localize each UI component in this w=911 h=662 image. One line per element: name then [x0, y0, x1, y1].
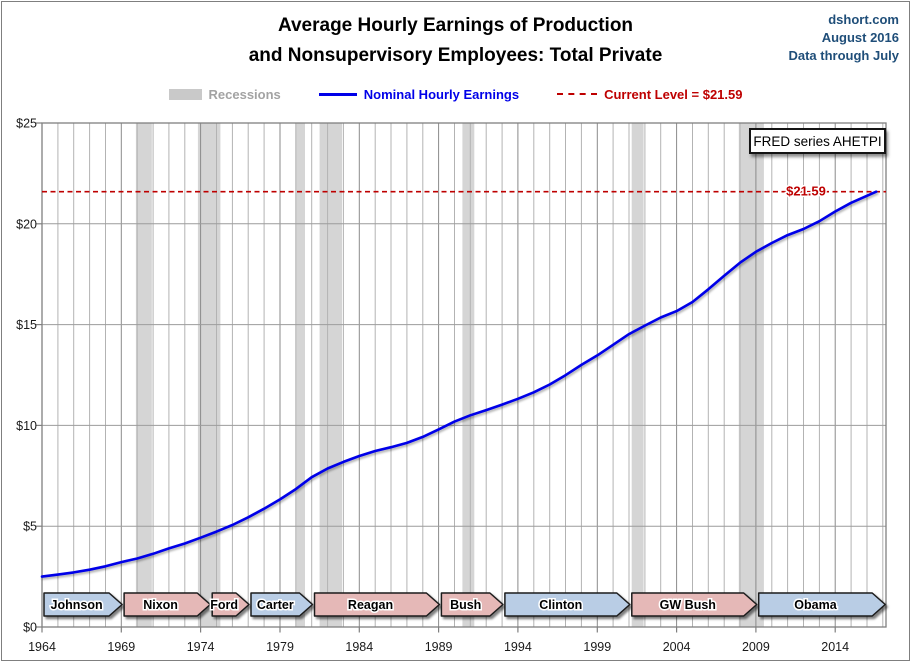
- chart-legend: Recessions Nominal Hourly Earnings Curre…: [2, 84, 909, 104]
- president-arrow: Nixon: [123, 592, 211, 617]
- president-label: Reagan: [348, 598, 393, 612]
- svg-text:2014: 2014: [821, 640, 849, 654]
- president-label: Nixon: [143, 598, 178, 612]
- recession-bar: [197, 123, 221, 627]
- svg-text:$20: $20: [16, 217, 37, 231]
- president-label: Clinton: [539, 598, 582, 612]
- recession-bar: [295, 123, 305, 627]
- svg-text:$10: $10: [16, 419, 37, 433]
- president-label: Carter: [257, 598, 294, 612]
- recession-bar: [631, 123, 644, 627]
- recession-bar: [135, 123, 152, 627]
- president-arrow: Johnson: [43, 592, 123, 617]
- recession-bars: [135, 123, 764, 627]
- legend-current-label: Current Level = $21.59: [604, 86, 743, 102]
- source-block: dshort.com August 2016 Data through July: [788, 11, 899, 65]
- legend-item-earnings: Nominal Hourly Earnings: [318, 86, 520, 102]
- source-date: August 2016: [821, 30, 899, 45]
- president-label: Obama: [794, 598, 837, 612]
- recession-swatch-icon: [168, 88, 202, 100]
- president-arrow: Carter: [250, 592, 314, 617]
- svg-text:1974: 1974: [187, 640, 215, 654]
- earnings-line: [40, 190, 878, 578]
- svg-text:1994: 1994: [504, 640, 532, 654]
- president-timeline: Johnson Nixon Ford Carter Reagan Bush Clinton G…: [43, 592, 886, 617]
- legend-item-current-level: Current Level = $21.59: [557, 87, 742, 102]
- axis-ticks: [36, 122, 836, 633]
- plot-root: $21.59 Johnson Nixon Ford Carter Reagan Bush Cl…: [16, 117, 887, 654]
- svg-text:$25: $25: [16, 117, 37, 131]
- dash-swatch-icon: [557, 93, 598, 95]
- svg-text:$5: $5: [23, 520, 37, 534]
- legend-earnings-label: Nominal Hourly Earnings: [363, 86, 520, 102]
- title-line-2: and Nonsupervisory Employees: Total Priv…: [248, 45, 663, 66]
- svg-text:$0: $0: [23, 621, 37, 635]
- recession-bar: [319, 123, 343, 627]
- title-line-1: Average Hourly Earnings of Production: [277, 15, 634, 36]
- svg-text:1969: 1969: [107, 640, 135, 654]
- source-note: Data through July: [788, 48, 899, 63]
- svg-text:1964: 1964: [28, 640, 56, 654]
- current-level-label: $21.59: [786, 184, 826, 199]
- page-title: Average Hourly Earnings of Production an…: [2, 11, 909, 71]
- svg-text:1989: 1989: [425, 640, 453, 654]
- fred-series-box: FRED series AHETPI: [749, 128, 886, 154]
- svg-text:2004: 2004: [663, 640, 691, 654]
- svg-text:1984: 1984: [345, 640, 373, 654]
- recession-bar: [738, 123, 764, 627]
- president-arrow: GW Bush: [631, 592, 758, 617]
- chart-svg: $21.59 Johnson Nixon Ford Carter Reagan Bush Cl…: [16, 117, 887, 654]
- svg-text:$15: $15: [16, 318, 37, 332]
- plot-border: [41, 122, 887, 628]
- president-label: Ford: [210, 598, 238, 612]
- svg-text:1999: 1999: [583, 640, 611, 654]
- legend-item-recessions: Recessions: [168, 86, 281, 102]
- y-axis-labels: $0 $5 $10 $15 $20 $25: [16, 117, 37, 635]
- president-label: GW Bush: [660, 598, 716, 612]
- svg-text:1979: 1979: [266, 640, 294, 654]
- president-arrow: Bush: [440, 592, 504, 617]
- source-site: dshort.com: [828, 12, 899, 27]
- x-axis-labels: 1964 1969 1974 1979 1984 1989 1994 1999 2004 2009…: [28, 640, 849, 654]
- line-swatch-icon: [318, 92, 357, 96]
- legend-recessions-label: Recessions: [208, 86, 281, 102]
- president-arrow: Reagan: [313, 592, 441, 617]
- svg-text:2009: 2009: [742, 640, 770, 654]
- fred-series-label: FRED series AHETPI: [753, 133, 882, 149]
- president-label: Bush: [450, 598, 481, 612]
- president-arrow: Clinton: [504, 592, 631, 617]
- president-arrow: Ford: [209, 592, 250, 617]
- president-arrow: Obama: [757, 592, 886, 617]
- recession-bar: [462, 123, 475, 627]
- gridlines: [42, 123, 886, 627]
- president-label: Johnson: [51, 598, 103, 612]
